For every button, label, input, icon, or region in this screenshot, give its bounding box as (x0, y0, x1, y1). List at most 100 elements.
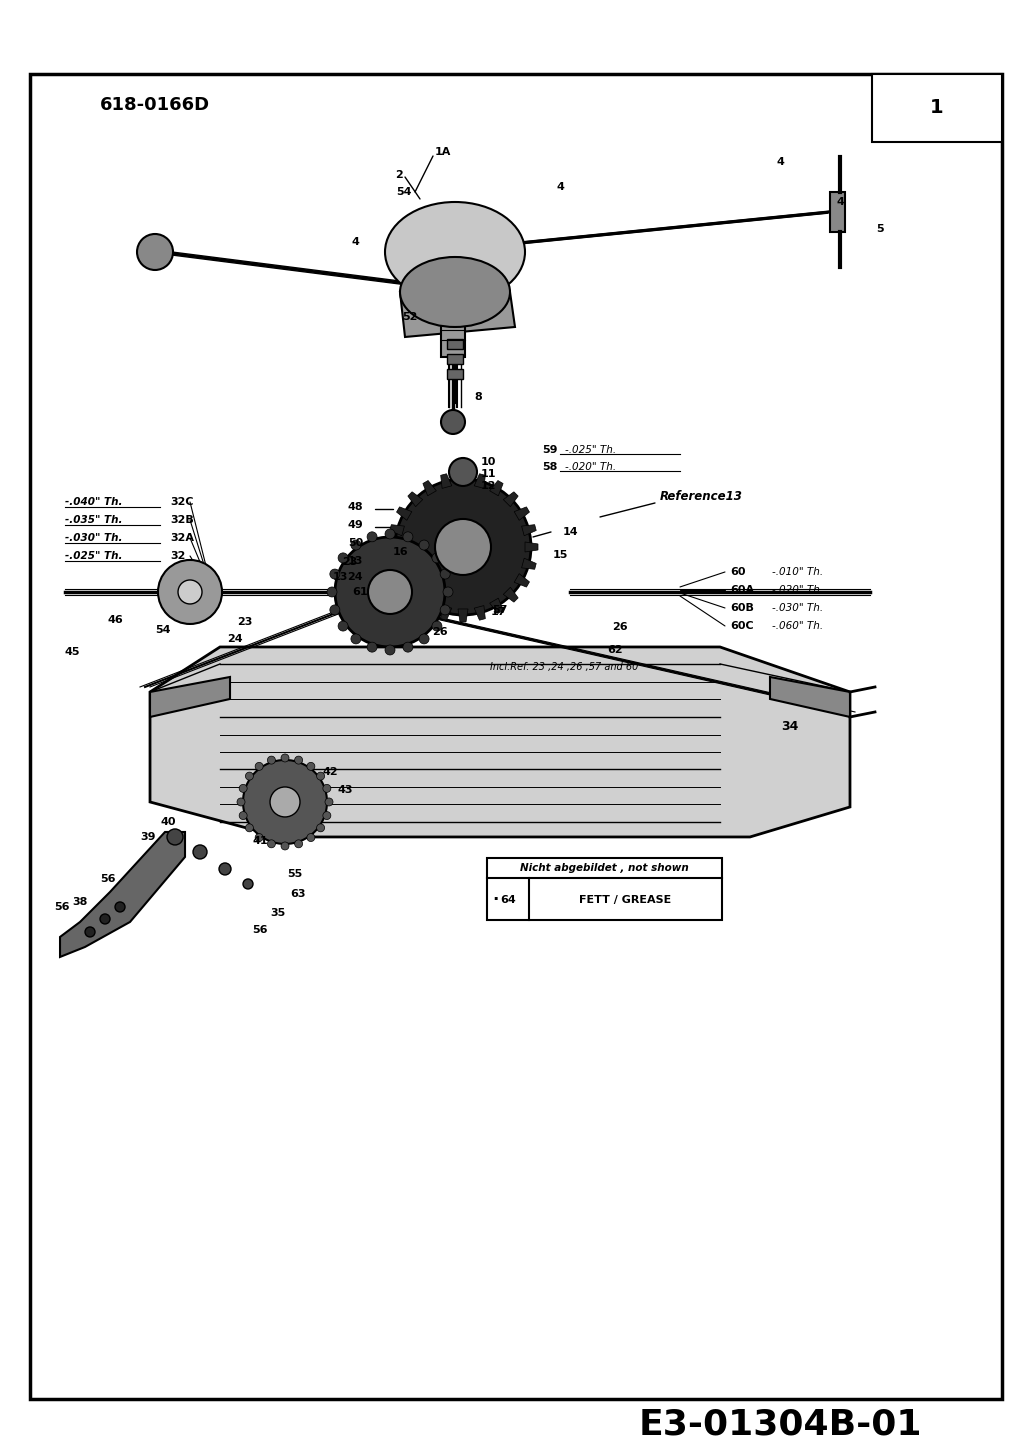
Polygon shape (441, 605, 452, 621)
Text: 60B: 60B (730, 603, 753, 614)
Bar (447, 339, 463, 349)
Circle shape (317, 823, 325, 832)
Text: 52: 52 (402, 313, 418, 323)
Text: 24: 24 (227, 634, 243, 644)
Polygon shape (408, 587, 423, 602)
Text: 45: 45 (64, 647, 79, 657)
Circle shape (178, 580, 202, 603)
Text: 54: 54 (155, 625, 170, 635)
Circle shape (367, 532, 377, 541)
Bar (441, 302, 465, 357)
Circle shape (115, 901, 125, 912)
Text: 50: 50 (348, 538, 363, 548)
Circle shape (323, 812, 331, 819)
Polygon shape (504, 492, 518, 506)
Text: 4: 4 (556, 182, 563, 192)
Text: 2: 2 (395, 169, 404, 179)
Polygon shape (514, 506, 529, 521)
Text: 63: 63 (290, 888, 305, 899)
Text: 32B: 32B (170, 515, 194, 525)
Text: 4: 4 (836, 197, 844, 207)
Circle shape (368, 570, 412, 614)
Text: 15: 15 (553, 550, 569, 560)
Polygon shape (408, 492, 423, 506)
Text: 60A: 60A (730, 585, 754, 595)
Text: 13: 13 (348, 556, 363, 566)
Polygon shape (60, 832, 185, 956)
Circle shape (137, 234, 173, 271)
Circle shape (243, 760, 327, 844)
Polygon shape (396, 506, 412, 521)
Text: -.025" Th.: -.025" Th. (565, 446, 616, 454)
Polygon shape (521, 559, 537, 569)
Text: 56: 56 (55, 901, 70, 912)
Circle shape (385, 530, 395, 538)
Circle shape (432, 553, 442, 563)
Polygon shape (396, 573, 412, 587)
Circle shape (395, 479, 531, 615)
Polygon shape (423, 598, 437, 614)
Polygon shape (400, 292, 515, 337)
Polygon shape (458, 609, 467, 622)
Text: 8: 8 (474, 392, 482, 402)
Circle shape (246, 773, 254, 780)
Text: 26: 26 (612, 622, 627, 632)
Ellipse shape (400, 258, 510, 327)
Circle shape (449, 459, 477, 486)
Circle shape (402, 532, 413, 541)
Circle shape (441, 605, 450, 615)
Text: -.060" Th.: -.060" Th. (772, 621, 824, 631)
Text: 17: 17 (490, 606, 506, 616)
Circle shape (239, 812, 248, 819)
Polygon shape (388, 543, 401, 551)
Text: -.035" Th.: -.035" Th. (65, 515, 123, 525)
Text: 40: 40 (160, 818, 175, 828)
Text: 24: 24 (347, 572, 363, 582)
Circle shape (385, 645, 395, 655)
Circle shape (255, 833, 263, 842)
Circle shape (239, 784, 248, 793)
Text: 32: 32 (170, 551, 186, 561)
Polygon shape (770, 677, 850, 716)
Circle shape (267, 839, 276, 848)
Polygon shape (423, 480, 437, 496)
Text: 59: 59 (543, 446, 558, 454)
Text: -.020" Th.: -.020" Th. (772, 585, 824, 595)
Circle shape (100, 915, 110, 925)
Bar (447, 355, 463, 365)
Polygon shape (458, 472, 467, 485)
Polygon shape (489, 480, 503, 496)
Polygon shape (489, 598, 503, 614)
Polygon shape (390, 559, 405, 569)
Text: 35: 35 (270, 907, 286, 917)
Text: 43: 43 (337, 784, 353, 794)
Circle shape (243, 878, 253, 888)
Circle shape (167, 829, 183, 845)
Circle shape (419, 540, 429, 550)
Text: 42: 42 (322, 767, 337, 777)
Text: 4: 4 (776, 156, 784, 166)
Text: 46: 46 (107, 615, 123, 625)
Circle shape (443, 587, 453, 598)
Text: 32C: 32C (170, 496, 194, 506)
Text: 62: 62 (607, 645, 622, 655)
Circle shape (402, 642, 413, 653)
Text: 56: 56 (252, 925, 267, 935)
Text: 57: 57 (492, 605, 508, 615)
Circle shape (351, 540, 361, 550)
Bar (447, 369, 463, 379)
Text: 4: 4 (351, 237, 359, 247)
Text: 39: 39 (140, 832, 156, 842)
Text: 54: 54 (396, 187, 412, 197)
Text: 56: 56 (100, 874, 116, 884)
Text: 49: 49 (347, 519, 363, 530)
Circle shape (85, 928, 95, 938)
Polygon shape (441, 473, 452, 489)
Circle shape (158, 560, 222, 624)
Circle shape (281, 842, 289, 849)
Text: 1A: 1A (436, 148, 451, 156)
Polygon shape (504, 587, 518, 602)
Polygon shape (514, 573, 529, 587)
Circle shape (436, 519, 491, 574)
Text: 38: 38 (72, 897, 88, 907)
